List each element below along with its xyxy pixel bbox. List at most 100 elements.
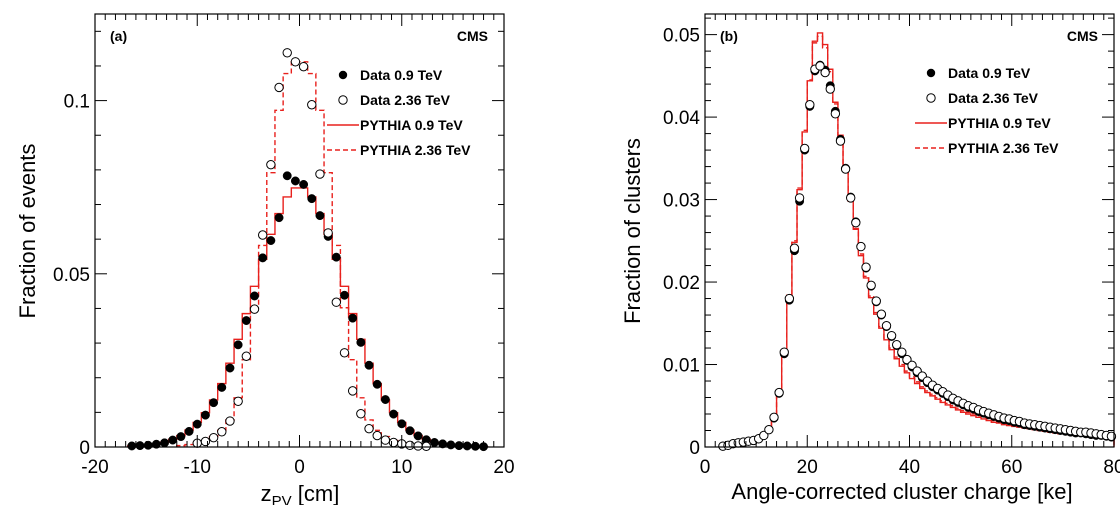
b-y-tick-label: 0.02 (663, 273, 700, 294)
a-point-data-open (364, 423, 374, 434)
a-point-data-filled (282, 171, 292, 181)
panel-a-legend-label-pythia-0.9: PYTHIA 0.9 TeV (360, 117, 463, 133)
a-point-data-open (421, 441, 431, 452)
panel-a-cms-label: CMS (457, 28, 488, 44)
a-point-data-filled (209, 398, 219, 408)
b-point-data-open (815, 61, 825, 71)
panel-a-plot-area (127, 48, 489, 452)
a-point-data-filled (299, 179, 309, 189)
b-point-data-open (805, 100, 815, 110)
a-point-data-filled (356, 337, 366, 347)
b-point-data-open (789, 243, 800, 253)
panel-b-legend-label-pythia-2.36: PYTHIA 2.36 TeV (948, 140, 1059, 156)
a-point-data-open (225, 416, 235, 426)
a-point-data-filled (241, 316, 251, 326)
a-y-tick-label: 0.1 (64, 92, 90, 113)
a-y-tick-label: 0 (79, 438, 90, 459)
panel-b-x-axis-title: Angle-corrected cluster charge [ke] (731, 479, 1072, 504)
a-point-data-filled (462, 441, 472, 451)
b-legend-marker-open (926, 93, 936, 103)
b-point-data-open (784, 293, 795, 304)
a-point-data-filled (380, 395, 390, 404)
panel-a-x-axis-title: zPV [cm] (261, 481, 340, 505)
a-legend-marker-filled (338, 70, 348, 80)
panel-a-ticks: -20 -10 0 10 20 0 0.05 0.1 (53, 14, 515, 478)
a-point-data-filled (290, 176, 300, 186)
panel-b-y-axis-title: Fraction of clusters (620, 138, 645, 324)
a-point-data-filled (184, 426, 194, 436)
a-point-data-open (372, 430, 382, 441)
a-x-tick-label: 0 (294, 457, 305, 478)
panel-b-legend-label-data-2.36: Data 2.36 TeV (948, 90, 1039, 106)
b-point-data-open (794, 193, 805, 203)
a-point-data-filled (307, 194, 317, 204)
a-point-data-open (200, 436, 211, 447)
panel-a-x-axis-title-unit: [cm] (292, 481, 340, 505)
a-point-data-open (282, 48, 292, 58)
a-point-data-open (274, 82, 284, 93)
a-point-data-filled (364, 360, 374, 370)
b-point-data-open (799, 143, 810, 154)
b-x-tick-label: 80 (1103, 457, 1120, 478)
panel-b-legend-label-data-0.9: Data 0.9 TeV (948, 65, 1031, 81)
panel-a-legend-label-data-0.9: Data 0.9 TeV (360, 67, 443, 83)
panel-a-legend: Data 0.9 TeV Data 2.36 TeV PYTHIA 0.9 Te… (327, 67, 471, 158)
b-point-data-open (876, 309, 887, 319)
b-point-data-open (881, 321, 892, 331)
a-point-data-open (388, 437, 399, 448)
b-point-data-open (856, 241, 866, 252)
b-x-tick-label: 40 (899, 457, 920, 478)
b-y-tick-label: 0.03 (663, 191, 700, 212)
a-point-data-filled (413, 431, 423, 441)
b-point-data-open (769, 412, 779, 423)
a-point-data-open (257, 230, 268, 240)
a-point-data-open (208, 432, 219, 443)
a-point-data-filled (250, 291, 259, 301)
a-point-data-filled (454, 441, 464, 451)
a-point-data-filled (372, 379, 382, 389)
a-point-data-filled (176, 432, 186, 442)
a-point-data-open (331, 297, 342, 307)
a-point-data-open (290, 57, 301, 67)
a-point-data-filled (331, 252, 341, 262)
panel-b-legend: Data 0.9 TeV Data 2.36 TeV PYTHIA 0.9 Te… (915, 65, 1059, 156)
a-series-pythia-dashed-line (176, 61, 432, 448)
panel-b-legend-label-pythia-0.9: PYTHIA 0.9 TeV (948, 115, 1051, 131)
b-point-data-open (759, 430, 769, 441)
b-point-data-open (907, 360, 917, 371)
a-point-data-open (307, 100, 317, 110)
panel-a-x-axis-title-sub: PV (272, 493, 292, 505)
a-point-data-filled (340, 290, 349, 300)
panel-a-label: (a) (110, 28, 127, 44)
a-point-data-open (323, 228, 333, 238)
b-point-data-open (825, 84, 835, 94)
b-point-data-open (846, 193, 856, 203)
b-legend-marker-filled (926, 68, 936, 78)
b-y-tick-label: 0.04 (663, 108, 700, 129)
b-point-data-open (830, 109, 841, 119)
a-point-data-filled (470, 441, 480, 451)
b-point-data-open (820, 67, 830, 78)
b-point-data-open (774, 387, 784, 398)
a-point-data-open (298, 61, 309, 72)
a-point-data-open (217, 427, 227, 437)
a-x-tick-label: -10 (184, 457, 211, 478)
a-point-data-filled (397, 419, 407, 429)
a-point-data-filled (315, 211, 325, 221)
b-y-tick-label: 0 (689, 438, 700, 459)
b-point-data-open (764, 424, 774, 435)
b-point-data-open (861, 262, 871, 272)
a-point-data-open (380, 435, 391, 445)
a-x-tick-label: 20 (493, 457, 514, 478)
b-point-data-open (835, 136, 846, 146)
a-point-data-filled (274, 213, 284, 223)
a-x-tick-label: 10 (391, 457, 412, 478)
a-point-data-open (413, 441, 423, 451)
a-point-data-filled (389, 409, 399, 419)
b-y-tick-label: 0.01 (663, 356, 700, 377)
b-point-data-open (866, 280, 876, 291)
a-point-data-filled (225, 363, 235, 373)
a-point-data-filled (233, 340, 243, 350)
